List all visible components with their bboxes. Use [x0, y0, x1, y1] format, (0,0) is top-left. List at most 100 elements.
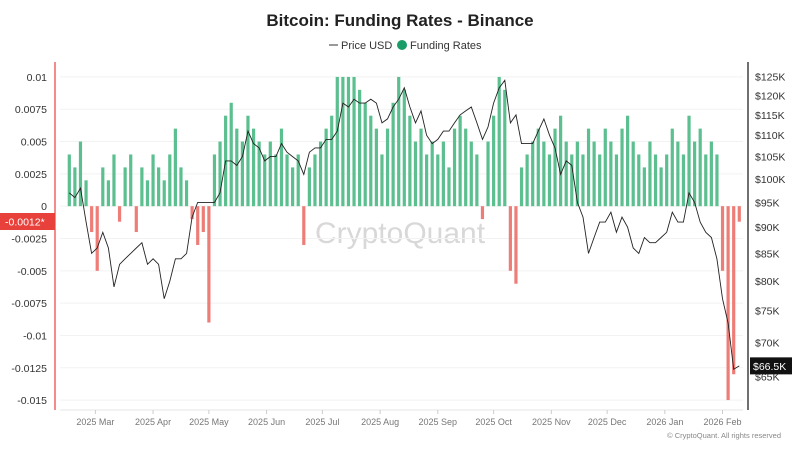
x-tick-label: 2025 May	[189, 417, 229, 427]
left-highlight: -0.0012*	[0, 213, 55, 230]
funding-bar-positive	[346, 76, 351, 207]
funding-bar-positive	[268, 141, 272, 207]
right-tick-label: $85K	[755, 248, 780, 260]
funding-bar-positive	[318, 141, 323, 207]
funding-bar-positive	[452, 128, 457, 207]
left-tick-label: -0.015	[17, 395, 47, 407]
funding-bar-positive	[240, 141, 244, 207]
x-tick-label: 2025 Nov	[532, 417, 571, 427]
funding-bar-positive	[536, 128, 540, 207]
funding-bar-positive	[352, 76, 356, 207]
funding-bar-positive	[553, 128, 557, 207]
funding-bar-positive	[637, 154, 641, 207]
funding-bar-positive	[235, 128, 239, 207]
funding-bar-positive	[559, 115, 563, 207]
funding-bar-positive	[614, 154, 619, 207]
funding-bar-positive	[503, 89, 507, 207]
funding-bar-negative	[726, 206, 730, 401]
funding-bar-positive	[291, 167, 295, 207]
funding-bar-positive	[145, 180, 150, 207]
right-tick-label: $70K	[755, 337, 780, 349]
funding-bar-positive	[78, 141, 83, 207]
funding-bar-positive	[397, 76, 401, 207]
funding-bar-positive	[458, 115, 462, 207]
funding-bar-negative	[201, 206, 205, 233]
funding-bar-positive	[704, 154, 708, 207]
legend: Price USD Funding Rates	[329, 40, 482, 52]
funding-bar-positive	[609, 141, 613, 207]
funding-bar-positive	[402, 89, 406, 207]
funding-bar-positive	[648, 141, 652, 207]
x-tick-label: 2025 Aug	[361, 417, 399, 427]
funding-bar-positive	[698, 128, 702, 207]
funding-bar-positive	[575, 141, 579, 207]
funding-bar-positive	[475, 154, 479, 207]
funding-bar-positive	[257, 141, 261, 207]
funding-bar-positive	[408, 115, 412, 207]
funding-bar-positive	[184, 180, 189, 207]
watermark: CryptoQuant	[315, 217, 486, 250]
x-tick-label: 2025 Dec	[588, 417, 627, 427]
x-tick-label: 2025 Sep	[419, 417, 458, 427]
funding-bar-positive	[179, 167, 183, 207]
funding-bar-positive	[492, 115, 496, 207]
gridlines	[60, 76, 743, 401]
funding-bar-positive	[653, 154, 658, 207]
funding-bar-positive	[665, 154, 669, 207]
left-tick-label: 0.0025	[15, 169, 47, 181]
funding-bar-positive	[157, 167, 161, 207]
x-tick-label: 2026 Feb	[704, 417, 742, 427]
x-tick-label: 2025 Jun	[248, 417, 285, 427]
funding-bar-negative	[720, 206, 725, 271]
left-tick-label: -0.0125	[11, 363, 47, 375]
funding-bar-positive	[67, 154, 71, 207]
funding-bar-positive	[436, 154, 440, 207]
funding-bar-negative	[207, 206, 211, 323]
x-tick-label: 2026 Jan	[646, 417, 683, 427]
funding-bar-positive	[497, 76, 501, 207]
funding-bar-positive	[229, 102, 233, 207]
funding-bar-positive	[274, 154, 278, 207]
funding-bar-positive	[542, 141, 546, 207]
funding-bar-negative	[134, 206, 138, 233]
funding-bar-positive	[447, 167, 451, 207]
funding-bar-positive	[380, 154, 384, 207]
x-axis-ticks: 2025 Mar 2025 Apr 2025 May 2025 Jun 2025 Jul…	[76, 410, 742, 427]
funding-bar-positive	[413, 141, 418, 207]
funding-bar-positive	[642, 167, 646, 207]
funding-bar-positive	[151, 154, 155, 207]
right-tick-label: $125K	[755, 72, 785, 84]
funding-bar-negative	[90, 206, 94, 233]
funding-bar-positive	[425, 154, 429, 207]
left-tick-label: -0.005	[17, 266, 47, 278]
funding-bar-positive	[670, 128, 674, 207]
left-tick-label: -0.0075	[11, 298, 47, 310]
funding-bar-positive	[335, 76, 339, 207]
left-tick-label: 0	[41, 201, 47, 213]
funding-bar-positive	[469, 141, 473, 207]
funding-bar-positive	[112, 154, 116, 207]
funding-bar-positive	[581, 154, 585, 207]
right-tick-label: $110K	[755, 130, 785, 142]
funding-bar-positive	[603, 128, 607, 207]
funding-bar-positive	[570, 154, 574, 207]
funding-bar-positive	[358, 89, 362, 207]
price-line	[69, 79, 740, 371]
funding-bar-positive	[626, 115, 630, 207]
funding-bar-positive	[391, 102, 395, 207]
funding-bar-negative	[190, 206, 194, 220]
legend-funding-label[interactable]: Funding Rates	[410, 40, 482, 52]
funding-bar-positive	[363, 102, 367, 207]
funding-bar-negative	[480, 206, 485, 220]
funding-bar-positive	[263, 154, 267, 207]
funding-bar-positive	[313, 154, 317, 207]
funding-bar-positive	[330, 115, 334, 207]
chart-title: Bitcoin: Funding Rates - Binance	[266, 11, 533, 30]
funding-bar-positive	[101, 167, 105, 207]
legend-price-label[interactable]: Price USD	[341, 40, 392, 52]
funding-bar-negative	[508, 206, 512, 271]
funding-bar-positive	[129, 154, 133, 207]
funding-bar-positive	[620, 128, 624, 207]
funding-bar-positive	[162, 180, 166, 207]
legend-funding-swatch	[397, 40, 407, 50]
